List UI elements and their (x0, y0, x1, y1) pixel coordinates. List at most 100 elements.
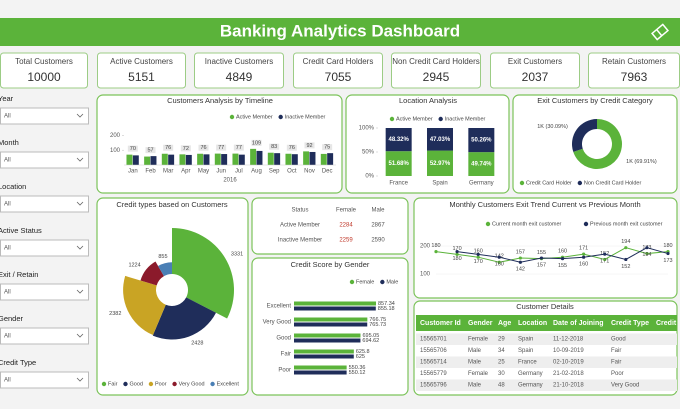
table-cell: Female (468, 337, 489, 343)
bar (256, 150, 263, 165)
legend-marker (172, 381, 177, 387)
bar (274, 153, 281, 165)
data-label: 142 (516, 267, 525, 273)
data-label: 1K (69.91%) (626, 159, 657, 165)
table-cell: Male (468, 383, 482, 389)
table-cell: Inactive Member (278, 238, 322, 244)
donut-slice (571, 119, 597, 152)
table-cell: Fair (611, 360, 621, 366)
table-cell: Female (468, 371, 489, 377)
kpi-label: Exit Customers (508, 57, 562, 66)
table-cell: 11-12-2018 (553, 337, 584, 343)
filter-dropdown[interactable] (0, 371, 89, 389)
data-label: 180 (663, 243, 672, 249)
table-cell: Fair (611, 348, 621, 354)
table-cell: Male (468, 360, 482, 366)
data-label: 57 (147, 148, 153, 154)
bar (203, 154, 210, 165)
line-point (560, 257, 565, 261)
table-cell: Poor (611, 371, 624, 377)
filter-value: All (4, 202, 11, 208)
y-tick-label: 100 (110, 148, 121, 154)
legend-label: Inactive Member (285, 114, 326, 120)
kpi-value: 2945 (423, 70, 450, 84)
label-bg (269, 143, 280, 150)
bar (294, 317, 368, 322)
data-label: 49.74% (471, 162, 492, 168)
kpi-card (97, 52, 186, 89)
rose-segment (152, 297, 216, 340)
legend-label: Very Good (179, 381, 205, 387)
data-label: 160 (558, 249, 567, 255)
bar (320, 153, 327, 165)
line-point (645, 251, 649, 256)
icon-body (651, 23, 669, 41)
bar (303, 151, 310, 165)
data-label: 157 (537, 262, 546, 268)
y-tick-label: Very Good (263, 320, 291, 326)
data-label: 170 (474, 259, 483, 265)
filter-dropdown[interactable] (0, 239, 89, 257)
table-cell: 29 (498, 337, 505, 343)
y-tick-label: Poor (278, 368, 291, 374)
table-cell: France (518, 360, 537, 366)
column-header: Gender (468, 320, 493, 327)
data-label: 160 (474, 249, 483, 255)
legend-marker (148, 381, 154, 387)
line-point (476, 252, 480, 256)
bar-segment (385, 151, 412, 176)
data-label: 52.97% (430, 161, 451, 167)
table-title: Customer Details (516, 302, 574, 311)
label-bg (251, 139, 262, 146)
data-label: 70 (130, 146, 136, 152)
line-point (455, 252, 459, 256)
table-cell: 15565701 (420, 337, 447, 343)
filter-dropdown[interactable] (0, 195, 89, 213)
y-tick-label: 200 (420, 244, 431, 250)
legend-marker (519, 180, 525, 186)
legend-label: Good (129, 381, 142, 387)
table-cell: Male (468, 348, 482, 354)
data-label: 75 (324, 145, 330, 151)
x-axis-label: 2016 (223, 178, 237, 184)
rose-segment (172, 228, 234, 319)
line-point (476, 255, 480, 259)
table-cell: Active Member (280, 223, 320, 229)
bar (294, 370, 347, 375)
bar (238, 154, 245, 165)
filter-dropdown[interactable] (0, 151, 89, 169)
data-label: 109 (252, 140, 261, 146)
bar-segment (468, 152, 495, 176)
dropdown-chevron (76, 333, 84, 338)
chart-title: Credit Score by Gender (291, 260, 370, 269)
y-tick-label: 200 (110, 133, 121, 139)
label-bg (233, 144, 244, 151)
x-tick-label: Feb (145, 169, 156, 175)
table-cell: Germany (518, 383, 543, 389)
line-point (582, 252, 586, 256)
table-cell: 2284 (339, 223, 353, 229)
table-cell: 2259 (339, 238, 353, 244)
legend-label: Excellent (217, 381, 240, 387)
data-label: 48.32% (388, 137, 409, 143)
line-point (582, 255, 586, 259)
filter-dropdown[interactable] (0, 283, 89, 301)
line-point (624, 246, 628, 250)
label-bg (198, 144, 209, 151)
data-label: 695.05 (362, 333, 379, 339)
bar (132, 155, 139, 165)
y-tick-label: 100 (420, 272, 431, 278)
data-label: 2382 (109, 311, 121, 317)
kpi-label: Total Customers (15, 57, 73, 66)
line-point (624, 257, 628, 262)
data-label: 47.03% (430, 137, 451, 143)
data-label: 550.12 (349, 370, 366, 376)
table-cell: Germany (518, 371, 543, 377)
filter-dropdown[interactable] (0, 107, 89, 125)
x-tick-label: Spain (432, 181, 447, 187)
table-cell: 10-09-2019 (553, 348, 584, 354)
filter-value: All (4, 290, 11, 296)
clear-filter-icon[interactable] (651, 23, 669, 41)
bar (185, 154, 192, 165)
filter-dropdown[interactable] (0, 327, 89, 345)
